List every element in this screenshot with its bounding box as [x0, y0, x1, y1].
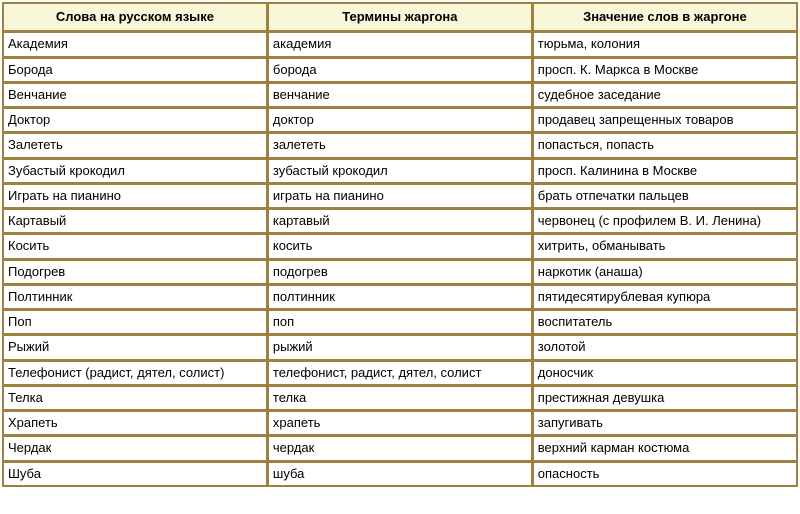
table-body: Академияакадемиятюрьма, колония Бородабо… — [3, 32, 797, 486]
table-row: Поппопвоспитатель — [3, 310, 797, 334]
cell-jargon-term: полтинник — [268, 285, 532, 309]
cell-jargon-meaning: брать отпечатки пальцев — [533, 184, 797, 208]
cell-russian: Храпеть — [3, 411, 267, 435]
cell-russian: Подогрев — [3, 260, 267, 284]
table-row: Подогревподогревнаркотик (анаша) — [3, 260, 797, 284]
cell-jargon-meaning: опасность — [533, 462, 797, 486]
table-row: Телкателкапрестижная девушка — [3, 386, 797, 410]
cell-russian: Полтинник — [3, 285, 267, 309]
cell-jargon-term: борода — [268, 58, 532, 82]
table-row: Венчаниевенчаниесудебное заседание — [3, 83, 797, 107]
cell-jargon-meaning: пятидесятирублевая купюра — [533, 285, 797, 309]
cell-jargon-meaning: воспитатель — [533, 310, 797, 334]
cell-jargon-meaning: червонец (с профилем В. И. Ленина) — [533, 209, 797, 233]
col-header-russian: Слова на русском языке — [3, 3, 267, 31]
cell-russian: Картавый — [3, 209, 267, 233]
table-row: Храпетьхрапетьзапугивать — [3, 411, 797, 435]
cell-russian: Играть на пианино — [3, 184, 267, 208]
slang-table: Слова на русском языке Термины жаргона З… — [2, 2, 798, 487]
cell-jargon-meaning: престижная девушка — [533, 386, 797, 410]
table-row: Полтинникполтинникпятидесятирублевая куп… — [3, 285, 797, 309]
cell-russian: Доктор — [3, 108, 267, 132]
cell-jargon-meaning: хитрить, обманывать — [533, 234, 797, 258]
table-row: Играть на пианиноиграть на пианинобрать … — [3, 184, 797, 208]
cell-jargon-meaning: золотой — [533, 335, 797, 359]
table-row: Картавыйкартавыйчервонец (с профилем В. … — [3, 209, 797, 233]
cell-jargon-meaning: просп. К. Маркса в Москве — [533, 58, 797, 82]
table-row: Доктордокторпродавец запрещенных товаров — [3, 108, 797, 132]
cell-jargon-term: залететь — [268, 133, 532, 157]
cell-jargon-meaning: доносчик — [533, 361, 797, 385]
table-row: Рыжийрыжийзолотой — [3, 335, 797, 359]
table-row: Шубашубаопасность — [3, 462, 797, 486]
table-row: Бородабородапросп. К. Маркса в Москве — [3, 58, 797, 82]
cell-jargon-term: поп — [268, 310, 532, 334]
cell-russian: Академия — [3, 32, 267, 56]
cell-jargon-term: играть на пианино — [268, 184, 532, 208]
cell-jargon-term: картавый — [268, 209, 532, 233]
cell-jargon-term: чердак — [268, 436, 532, 460]
cell-jargon-term: телефонист, радист, дятел, солист — [268, 361, 532, 385]
cell-jargon-term: храпеть — [268, 411, 532, 435]
cell-jargon-term: венчание — [268, 83, 532, 107]
table-row: Залететьзалететьпопасться, попасть — [3, 133, 797, 157]
cell-jargon-meaning: запугивать — [533, 411, 797, 435]
cell-russian: Косить — [3, 234, 267, 258]
cell-russian: Поп — [3, 310, 267, 334]
col-header-jargon-meaning: Значение слов в жаргоне — [533, 3, 797, 31]
cell-jargon-meaning: верхний карман костюма — [533, 436, 797, 460]
cell-jargon-meaning: судебное заседание — [533, 83, 797, 107]
cell-russian: Венчание — [3, 83, 267, 107]
cell-jargon-meaning: попасться, попасть — [533, 133, 797, 157]
table-header-row: Слова на русском языке Термины жаргона З… — [3, 3, 797, 31]
cell-jargon-term: доктор — [268, 108, 532, 132]
cell-jargon-meaning: наркотик (анаша) — [533, 260, 797, 284]
cell-jargon-term: зубастый крокодил — [268, 159, 532, 183]
cell-jargon-term: косить — [268, 234, 532, 258]
cell-jargon-term: подогрев — [268, 260, 532, 284]
cell-russian: Телка — [3, 386, 267, 410]
cell-russian: Залететь — [3, 133, 267, 157]
cell-russian: Телефонист (радист, дятел, солист) — [3, 361, 267, 385]
table-row: Чердакчердакверхний карман костюма — [3, 436, 797, 460]
table-row: Зубастый крокодилзубастый крокодилпросп.… — [3, 159, 797, 183]
cell-jargon-term: рыжий — [268, 335, 532, 359]
cell-jargon-term: академия — [268, 32, 532, 56]
table-row: Коситькоситьхитрить, обманывать — [3, 234, 797, 258]
cell-russian: Борода — [3, 58, 267, 82]
cell-russian: Шуба — [3, 462, 267, 486]
table-row: Академияакадемиятюрьма, колония — [3, 32, 797, 56]
cell-russian: Чердак — [3, 436, 267, 460]
cell-russian: Зубастый крокодил — [3, 159, 267, 183]
cell-jargon-meaning: тюрьма, колония — [533, 32, 797, 56]
table-row: Телефонист (радист, дятел, солист)телефо… — [3, 361, 797, 385]
cell-jargon-term: телка — [268, 386, 532, 410]
cell-russian: Рыжий — [3, 335, 267, 359]
cell-jargon-term: шуба — [268, 462, 532, 486]
cell-jargon-meaning: просп. Калинина в Москве — [533, 159, 797, 183]
col-header-jargon-term: Термины жаргона — [268, 3, 532, 31]
cell-jargon-meaning: продавец запрещенных товаров — [533, 108, 797, 132]
